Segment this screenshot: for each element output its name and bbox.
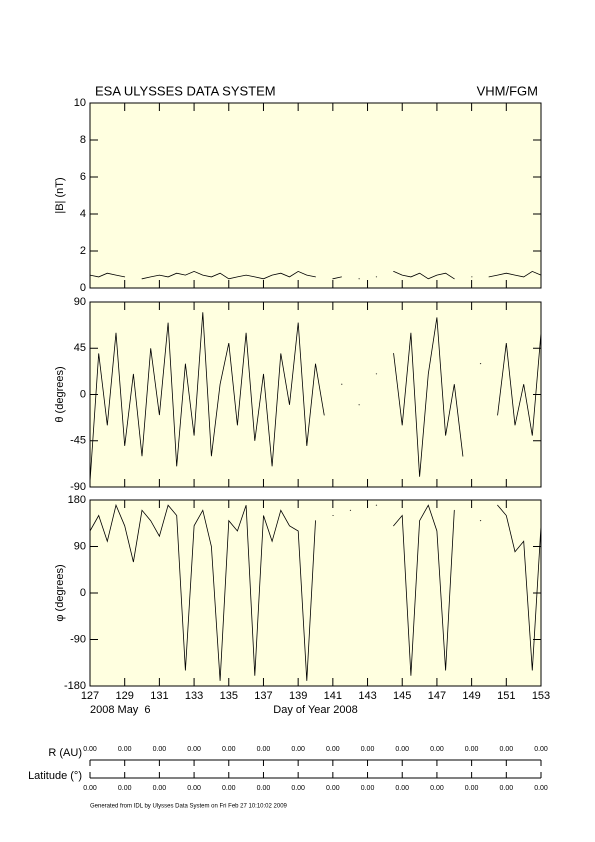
- y-tick-label: 2: [80, 245, 86, 257]
- ephemeris-value: 0.00: [465, 746, 479, 753]
- data-line: [89, 312, 542, 483]
- y-tick-label: -90: [70, 633, 86, 645]
- y-tick-label: 45: [74, 342, 86, 354]
- x-tick-label: 135: [220, 690, 238, 702]
- ephemeris-value: 0.00: [118, 746, 132, 753]
- x-tick-label: 149: [462, 690, 480, 702]
- y-tick-label: -180: [64, 680, 86, 692]
- y-tick-label: 90: [74, 540, 86, 552]
- y-tick-label: 180: [68, 494, 86, 506]
- ephemeris-value: 0.00: [153, 785, 167, 792]
- x-tick-label: 153: [532, 690, 550, 702]
- ephemeris-value: 0.00: [326, 785, 340, 792]
- y-tick-label: 4: [80, 208, 86, 220]
- ephemeris-value: 0.00: [118, 785, 132, 792]
- ephemeris-label: R (AU): [48, 747, 82, 759]
- ephemeris-value: 0.00: [257, 785, 271, 792]
- y-tick-label: 90: [74, 296, 86, 308]
- ephemeris-value: 0.00: [361, 785, 375, 792]
- ephemeris-value: 0.00: [222, 746, 236, 753]
- ephemeris-value: 0.00: [499, 746, 513, 753]
- x-tick-label: 141: [324, 690, 342, 702]
- header-title: ESA ULYSSES DATA SYSTEM: [95, 83, 276, 98]
- ephemeris-value: 0.00: [222, 785, 236, 792]
- x-tick-label: 131: [150, 690, 168, 702]
- ephemeris-value: 0.00: [291, 746, 305, 753]
- y-tick-label: -90: [70, 481, 86, 493]
- y-tick-label: 10: [74, 97, 86, 109]
- ephemeris-value: 0.00: [153, 746, 167, 753]
- footer: Generated from IDL by Ulysses Data Syste…: [90, 804, 288, 810]
- x-axis-label: Day of Year 2008: [273, 704, 357, 716]
- ephemeris-value: 0.00: [83, 785, 97, 792]
- panel: [89, 102, 542, 289]
- y-tick-label: 0: [80, 388, 86, 400]
- panel: [89, 499, 542, 687]
- ephemeris-value: 0.00: [187, 746, 201, 753]
- ephemeris-value: 0.00: [534, 785, 548, 792]
- x-tick-label: 143: [358, 690, 376, 702]
- ephemeris-value: 0.00: [534, 746, 548, 753]
- y-axis-label: φ (degrees): [54, 564, 66, 621]
- y-tick-label: 8: [80, 134, 86, 146]
- ephemeris-value: 0.00: [499, 785, 513, 792]
- panel: [89, 301, 542, 488]
- ephemeris-value: 0.00: [465, 785, 479, 792]
- data-line: [89, 503, 542, 681]
- data-line: [89, 270, 542, 280]
- x-tick-label: 127: [81, 690, 99, 702]
- x-tick-label: 137: [254, 690, 272, 702]
- x-tick-label: 129: [116, 690, 134, 702]
- ephemeris-label: Latitude (°): [28, 770, 82, 782]
- ephemeris-value: 0.00: [83, 746, 97, 753]
- ephemeris-value: 0.00: [430, 785, 444, 792]
- ephemeris-value: 0.00: [430, 746, 444, 753]
- y-axis-label: |B| (nT): [54, 177, 66, 213]
- ephemeris-value: 0.00: [187, 785, 201, 792]
- y-axis-label: θ (degrees): [54, 366, 66, 422]
- x-tick-label: 151: [497, 690, 515, 702]
- y-tick-label: 6: [80, 171, 86, 183]
- y-tick-label: 0: [80, 282, 86, 294]
- x-tick-label: 139: [289, 690, 307, 702]
- ephemeris-value: 0.00: [395, 746, 409, 753]
- y-tick-label: 0: [80, 587, 86, 599]
- x-tick-label: 145: [393, 690, 411, 702]
- ephemeris-value: 0.00: [291, 785, 305, 792]
- ephemeris-value: 0.00: [361, 746, 375, 753]
- y-tick-label: -45: [70, 435, 86, 447]
- date-label: 2008 May 6: [90, 704, 151, 716]
- ephemeris-value: 0.00: [257, 746, 271, 753]
- x-tick-label: 147: [428, 690, 446, 702]
- ephemeris-value: 0.00: [326, 746, 340, 753]
- header-instrument: VHM/FGM: [477, 83, 538, 98]
- x-tick-label: 133: [185, 690, 203, 702]
- ephemeris-value: 0.00: [395, 785, 409, 792]
